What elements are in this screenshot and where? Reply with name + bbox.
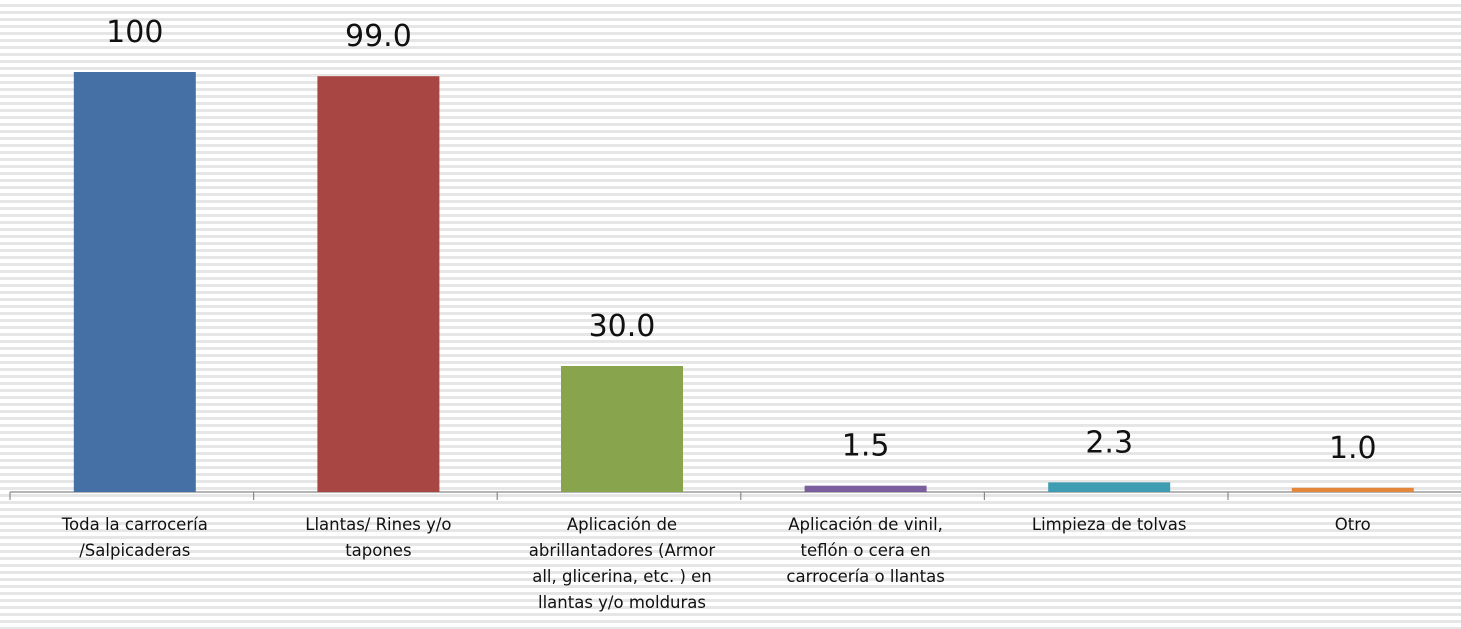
x-tick-label: Llantas/ Rines y/o tapones	[305, 515, 452, 560]
value-label: 1.0	[1329, 431, 1377, 466]
bar	[561, 366, 683, 492]
value-label: 99.0	[345, 19, 412, 54]
bar	[73, 72, 196, 492]
bar	[1291, 487, 1414, 492]
bar	[317, 76, 440, 492]
x-tick-label: Toda la carrocería /Salpicaderas	[61, 515, 208, 560]
value-label: 2.3	[1085, 425, 1133, 460]
bar	[1048, 482, 1171, 492]
bar	[804, 485, 927, 492]
x-tick-label: Otro	[1334, 515, 1371, 534]
x-tick-label: Aplicación de abrillantadores (Armor all…	[528, 515, 716, 612]
value-label: 30.0	[589, 309, 656, 344]
x-tick-label: Limpieza de tolvas	[1031, 515, 1187, 534]
x-tick-label: Aplicación de vinil, teflón o cera en ca…	[786, 515, 945, 586]
value-label: 100	[106, 15, 163, 50]
value-label: 1.5	[842, 429, 890, 464]
